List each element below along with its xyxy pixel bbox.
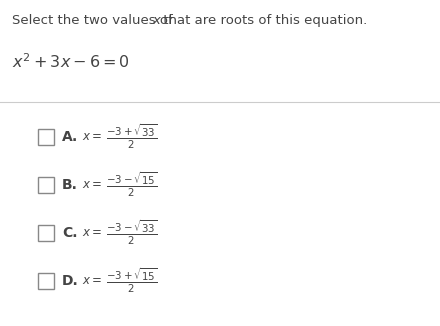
Text: C.: C.: [62, 226, 77, 240]
Text: $x =$: $x =$: [82, 130, 102, 143]
Text: D.: D.: [62, 274, 79, 288]
Text: $x =$: $x =$: [82, 227, 102, 240]
Text: A.: A.: [62, 130, 78, 144]
FancyBboxPatch shape: [38, 273, 54, 289]
Text: $\frac{-3+\sqrt{33}}{2}$: $\frac{-3+\sqrt{33}}{2}$: [106, 123, 158, 151]
Text: $\frac{-3-\sqrt{33}}{2}$: $\frac{-3-\sqrt{33}}{2}$: [106, 219, 158, 247]
Text: B.: B.: [62, 178, 78, 192]
FancyBboxPatch shape: [38, 177, 54, 193]
Text: $x =$: $x =$: [82, 179, 102, 191]
FancyBboxPatch shape: [38, 225, 54, 241]
Text: $\frac{-3-\sqrt{15}}{2}$: $\frac{-3-\sqrt{15}}{2}$: [106, 170, 158, 200]
Text: Select the two values of: Select the two values of: [12, 14, 177, 27]
Text: $\frac{-3+\sqrt{15}}{2}$: $\frac{-3+\sqrt{15}}{2}$: [106, 267, 158, 295]
Text: $x^2 + 3x - 6 = 0$: $x^2 + 3x - 6 = 0$: [12, 52, 130, 71]
FancyBboxPatch shape: [38, 129, 54, 145]
Text: x: x: [152, 14, 160, 27]
Text: $x =$: $x =$: [82, 274, 102, 288]
Text: that are roots of this equation.: that are roots of this equation.: [159, 14, 367, 27]
